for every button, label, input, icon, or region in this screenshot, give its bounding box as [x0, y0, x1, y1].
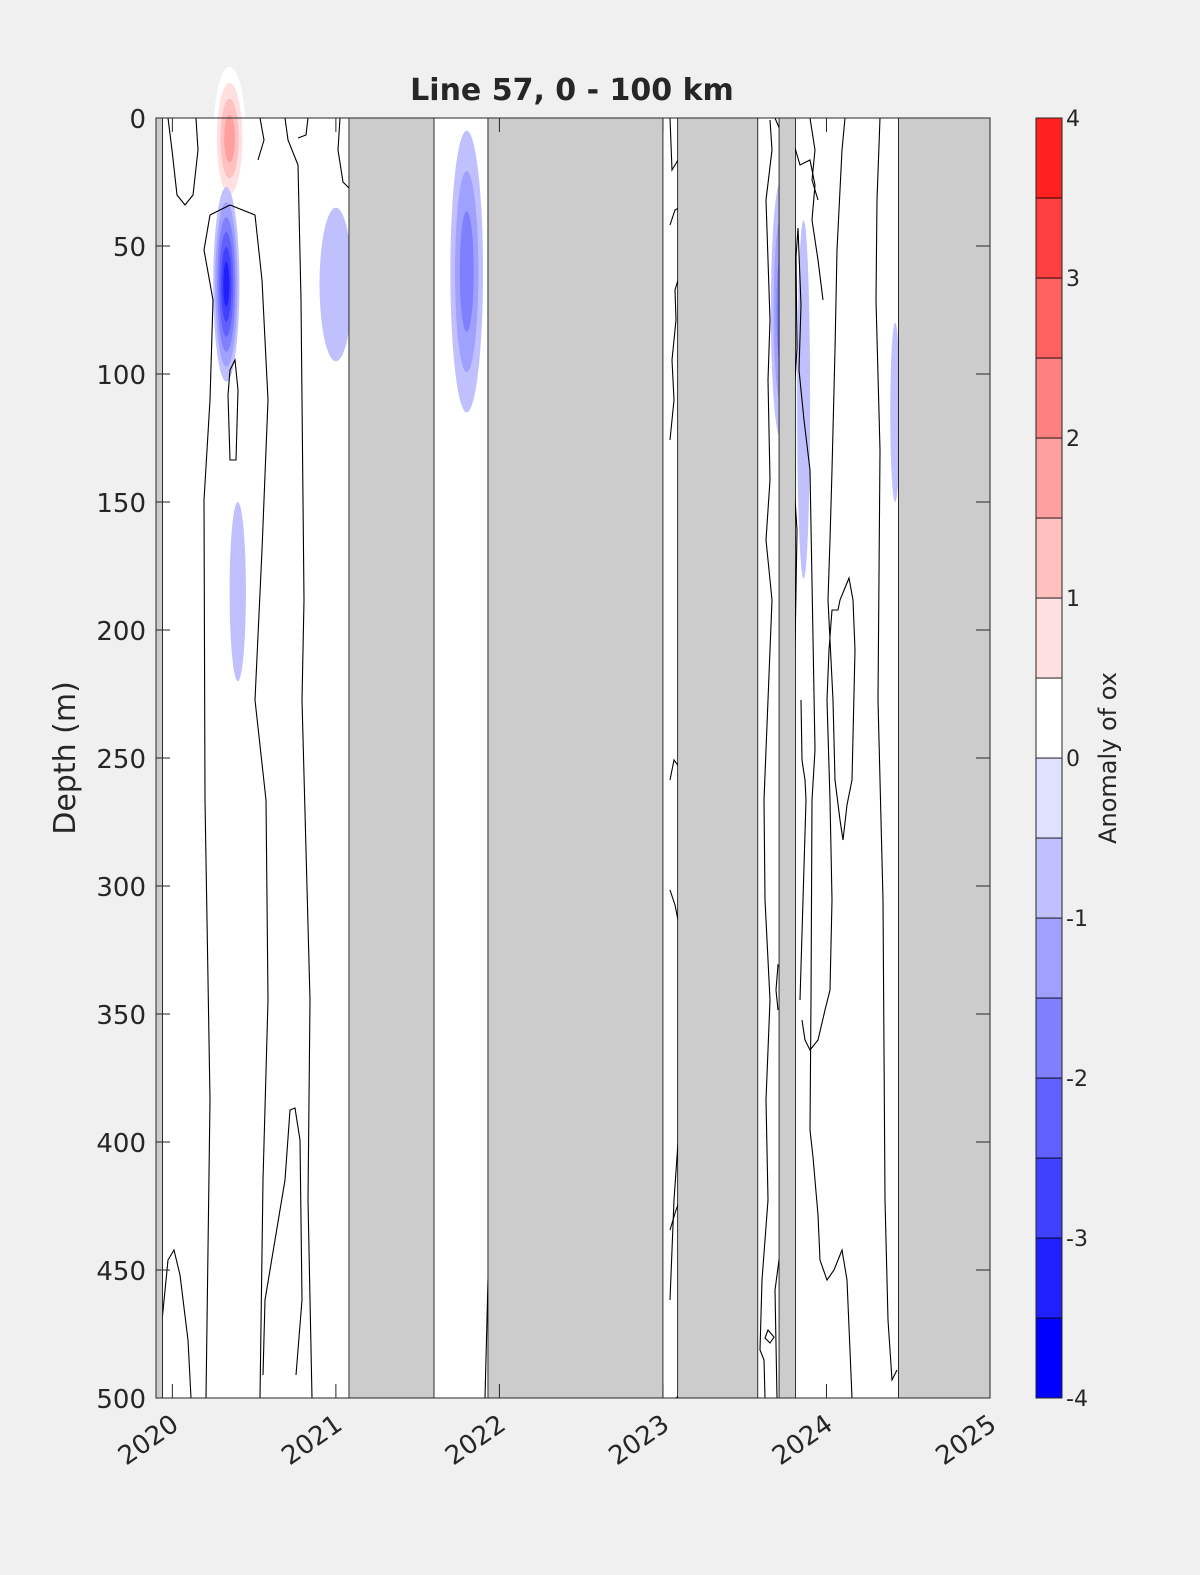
colorbar-tick-label: -3 [1066, 1227, 1088, 1252]
anomaly-patch [797, 220, 811, 579]
x-tick-label: 2025 [931, 1409, 1002, 1472]
colorbar-segment [1035, 1157, 1063, 1239]
no-data-region [677, 117, 759, 1399]
anomaly-level [797, 220, 811, 579]
contour-line [337, 117, 350, 189]
chart-title: Line 57, 0 - 100 km [410, 73, 734, 108]
anomaly-patch [890, 322, 901, 502]
colorbar-segment [1035, 437, 1063, 519]
contour-line [297, 117, 309, 139]
anomaly-patches [180, 66, 901, 682]
colorbar-segment [1035, 357, 1063, 439]
colorbar-segment [1035, 757, 1063, 839]
contour-line [284, 117, 313, 1399]
anomaly-patch [280, 182, 294, 362]
y-tick-label: 250 [96, 745, 146, 775]
anomaly-level [280, 182, 294, 362]
colorbar-segment [1035, 1077, 1063, 1159]
anomaly-patch [213, 187, 240, 382]
colorbar-tick-label: 2 [1066, 427, 1080, 452]
contour-line [759, 119, 773, 1399]
y-tick-label: 0 [129, 105, 146, 135]
y-tick-label: 150 [96, 489, 146, 519]
contour-line [167, 117, 199, 206]
colorbar-tick-labels: -4 -3 -2 -1 0 1 2 3 4 [1066, 107, 1088, 1412]
y-tick-label: 100 [96, 361, 146, 391]
no-data-region [778, 117, 796, 1399]
no-data-region [487, 117, 664, 1399]
anomaly-level [229, 501, 246, 682]
no-data-region [898, 117, 991, 1399]
contour-line [809, 117, 819, 201]
colorbar-tick-label: 3 [1066, 267, 1080, 292]
plot-area [155, 66, 991, 1399]
colorbar-tick-label: 0 [1066, 747, 1080, 772]
contour-line [764, 1328, 775, 1344]
colorbar-segment [1035, 517, 1063, 599]
x-tick-label: 2022 [440, 1409, 511, 1472]
y-tick-labels: 0 50 100 150 200 250 300 350 400 450 500 [96, 105, 146, 1415]
x-tick-labels: 2020 2021 2022 2023 2024 2025 [113, 1409, 1002, 1472]
y-tick-label: 350 [96, 1001, 146, 1031]
colorbar-frame [1035, 117, 1063, 1399]
y-tick-label: 400 [96, 1129, 146, 1159]
colorbar-segment [1035, 1237, 1063, 1319]
x-tick-label: 2020 [113, 1409, 184, 1472]
y-axis-label: Depth (m) [48, 681, 83, 835]
colorbar-segment [1035, 837, 1063, 919]
y-tick-label: 300 [96, 873, 146, 903]
colorbar [1035, 117, 1063, 1399]
y-tick-label: 450 [96, 1257, 146, 1287]
anomaly-level [224, 114, 236, 163]
colorbar-tick-label: -1 [1066, 907, 1088, 932]
colorbar-tick-label: -4 [1066, 1387, 1088, 1412]
anomaly-level [319, 207, 353, 362]
colorbar-segment [1035, 677, 1063, 759]
colorbar-segment [1035, 597, 1063, 679]
anomaly-patch [180, 238, 188, 316]
y-tick-label: 50 [113, 233, 146, 263]
contour-line [227, 358, 239, 461]
anomaly-patch [213, 66, 246, 211]
contour-line [262, 1107, 303, 1376]
colorbar-tick-label: 1 [1066, 587, 1080, 612]
colorbar-segment [1035, 917, 1063, 999]
colorbar-tick-label: -2 [1066, 1067, 1088, 1092]
anomaly-level [890, 322, 901, 502]
no-data-region [348, 117, 435, 1399]
contour-line [257, 117, 265, 161]
y-tick-label: 200 [96, 617, 146, 647]
colorbar-label: Anomaly of ox [1094, 672, 1122, 844]
plot-frame [155, 117, 991, 1399]
anomaly-level [223, 261, 230, 307]
colorbar-segment [1035, 997, 1063, 1079]
contour-line [799, 699, 807, 1001]
x-tick-label: 2021 [276, 1409, 347, 1472]
colorbar-tick-label: 4 [1066, 107, 1080, 132]
no-data-regions [155, 117, 991, 1399]
colorbar-segment [1035, 117, 1063, 199]
x-tick-label: 2024 [767, 1409, 838, 1472]
contour-line [801, 117, 856, 1052]
contour-line [875, 117, 898, 1383]
anomaly-patch [229, 501, 246, 682]
contour-line [203, 204, 269, 1399]
x-tick-label: 2023 [604, 1409, 675, 1472]
y-tick-label: 500 [96, 1385, 146, 1415]
anomaly-level [180, 238, 188, 316]
colorbar-segment [1035, 197, 1063, 279]
anomaly-patch [450, 130, 484, 413]
anomaly-patch [319, 207, 353, 362]
colorbar-segment [1035, 1317, 1063, 1399]
anomaly-level [459, 211, 474, 332]
colorbar-segment [1035, 277, 1063, 359]
